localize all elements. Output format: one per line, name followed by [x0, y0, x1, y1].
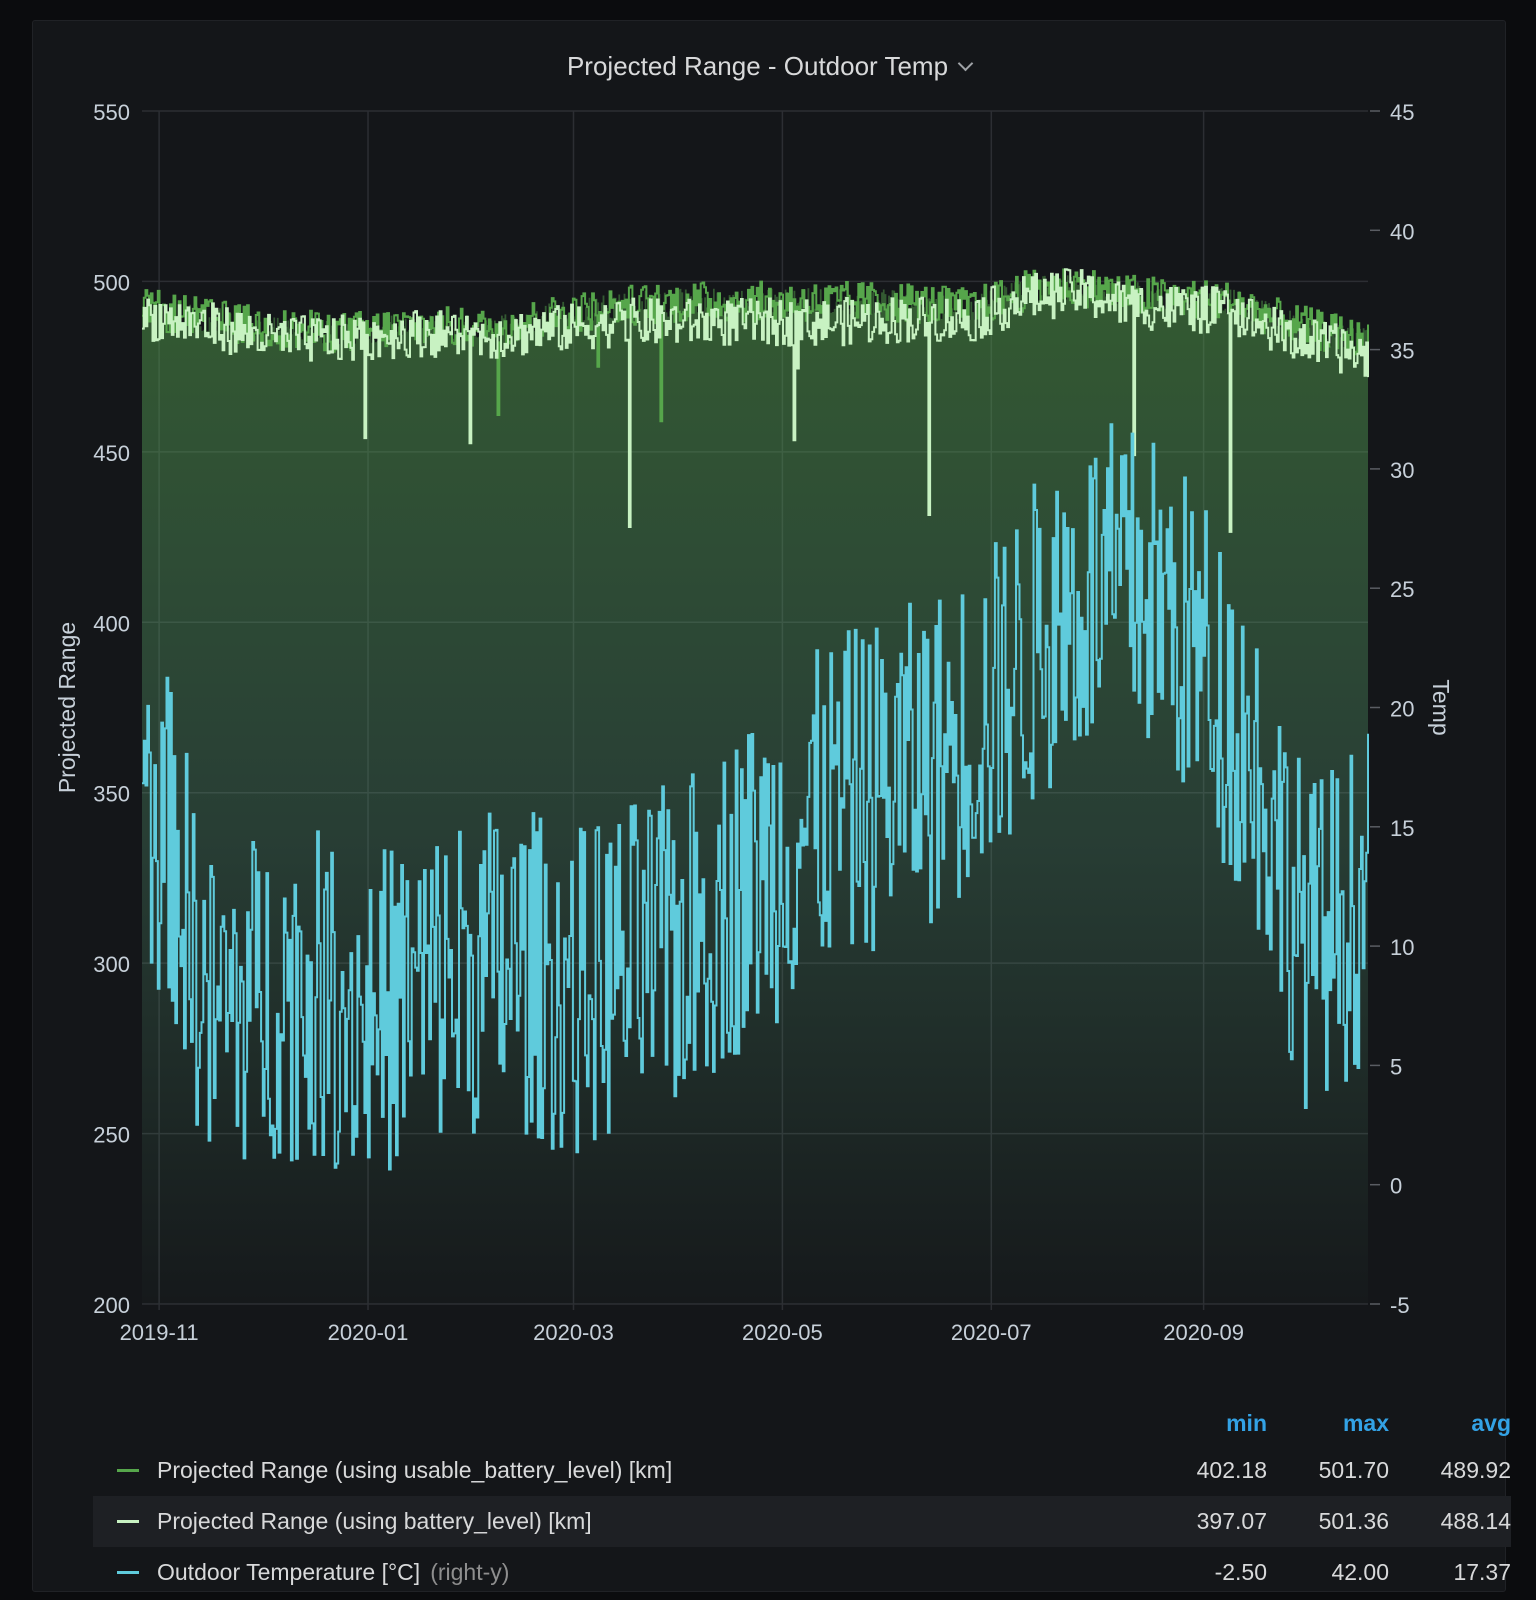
x-tick-label: 2020-09: [1163, 1320, 1244, 1345]
legend-header: min max avg: [93, 1401, 1511, 1445]
legend-header-avg[interactable]: avg: [1471, 1409, 1511, 1436]
legend-header-max[interactable]: max: [1342, 1409, 1389, 1436]
y-tick-label-left: 500: [93, 270, 130, 295]
y-tick-label-right: 0: [1390, 1174, 1402, 1199]
legend-swatch-temperature[interactable]: [117, 1571, 139, 1574]
legend-avg-battery: 488.14: [1440, 1508, 1511, 1534]
legend-swatch-usable[interactable]: [117, 1469, 139, 1472]
legend-row-temperature[interactable]: Outdoor Temperature [°C] (right-y) -2.50 …: [93, 1547, 1511, 1598]
legend-max-usable: 501.70: [1318, 1457, 1389, 1483]
x-tick-label: 2020-07: [951, 1320, 1032, 1345]
chart-panel: Projected Range - Outdoor Temp 200 250 300…: [32, 20, 1511, 1592]
y-tick-label-right: 10: [1390, 935, 1414, 960]
legend-swatch-battery[interactable]: [117, 1520, 139, 1523]
y-tick-label-right: 35: [1390, 339, 1414, 364]
x-tick-label: 2020-03: [533, 1320, 614, 1345]
x-tick-label: 2019-11: [120, 1320, 199, 1345]
legend-max-temperature: 42.00: [1331, 1559, 1389, 1585]
y-tick-label-left: 300: [93, 952, 130, 977]
y-tick-label-right: 15: [1390, 816, 1414, 841]
legend-label-usable[interactable]: Projected Range (using usable_battery_le…: [157, 1457, 673, 1483]
legend-header-min[interactable]: min: [1226, 1409, 1267, 1436]
y-tick-label-left: 450: [93, 441, 130, 466]
legend-min-battery: 397.07: [1196, 1508, 1267, 1534]
legend-row-usable[interactable]: Projected Range (using usable_battery_le…: [93, 1445, 1511, 1496]
y-tick-label-left: 250: [93, 1123, 130, 1148]
legend-avg-usable: 489.92: [1440, 1457, 1511, 1483]
y-tick-label-right: 30: [1390, 458, 1414, 483]
legend-label-battery[interactable]: Projected Range (using battery_level) [k…: [157, 1508, 592, 1534]
y-axis-title-left: Projected Range: [54, 622, 80, 793]
y-tick-label-right: 45: [1390, 100, 1414, 125]
legend-row-battery[interactable]: Projected Range (using battery_level) [k…: [93, 1496, 1511, 1547]
legend-label-temperature[interactable]: Outdoor Temperature [°C]: [157, 1559, 421, 1585]
time-series-chart[interactable]: 200 250 300 350 400 450 500 550 -5 0 5 10 15 20 25 30 35…: [33, 21, 1505, 1361]
y-tick-label-right: 40: [1390, 219, 1414, 244]
y-tick-label-left: 550: [93, 100, 130, 125]
y-tick-label-right: 5: [1390, 1054, 1402, 1079]
y-axis-title-right: Temp: [1428, 679, 1454, 735]
series-lines: [142, 268, 1369, 1171]
legend-min-temperature: -2.50: [1214, 1559, 1267, 1585]
legend-avg-temperature: 17.37: [1453, 1559, 1511, 1585]
axes: 200 250 300 350 400 450 500 550 -5 0 5 10 15 20 25 30 35…: [54, 100, 1454, 1345]
legend-max-battery: 501.36: [1318, 1508, 1389, 1534]
x-tick-label: 2020-05: [742, 1320, 823, 1345]
legend-table: min max avg Projected Range (using usabl…: [93, 1401, 1511, 1598]
y-tick-label-right: 25: [1390, 577, 1414, 602]
legend-min-usable: 402.18: [1196, 1457, 1267, 1483]
y-tick-label-left: 350: [93, 782, 130, 807]
y-tick-label-left: 200: [93, 1293, 130, 1318]
panel-title: Projected Range - Outdoor Temp: [566, 51, 949, 81]
x-tick-label: 2020-01: [328, 1320, 409, 1345]
y-tick-label-right: -5: [1390, 1293, 1410, 1318]
panel-title-button[interactable]: Projected Range - Outdoor Temp: [33, 51, 1505, 82]
legend-right-y-tag: (right-y): [430, 1559, 510, 1585]
y-tick-label-left: 400: [93, 611, 130, 636]
series-line-battery: [142, 268, 1369, 533]
series-line-temperature: [142, 423, 1369, 1171]
y-tick-label-right: 20: [1390, 697, 1414, 722]
